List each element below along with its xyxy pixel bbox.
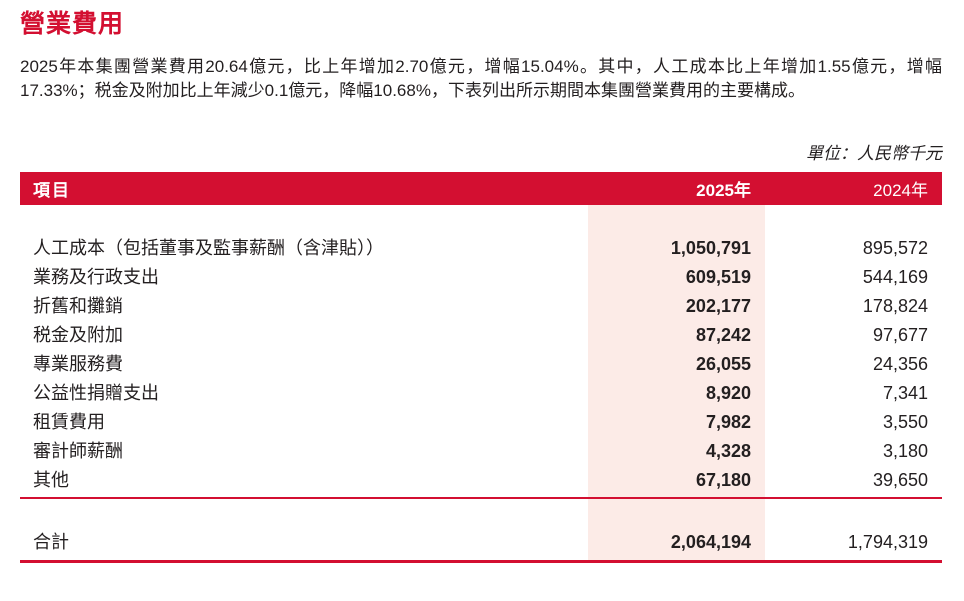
row-value-2025: 1,050,791 [670, 238, 751, 258]
row-value-2024: 97,677 [872, 325, 928, 345]
row-value-2024: 7,341 [882, 383, 928, 403]
row-value-2024: 895,572 [862, 238, 928, 258]
table-header-row: 項目 2025年 2024年 [20, 172, 942, 205]
row-item-label: 業務及行政支出 [33, 267, 159, 287]
row-item-label: 其他 [33, 470, 69, 490]
row-value-2024: 3,550 [882, 412, 928, 432]
highlight-band-2025 [588, 205, 765, 563]
row-item-label: 專業服務費 [33, 354, 123, 374]
row-value-2024: 3,180 [882, 441, 928, 461]
table-row: 審計師薪酬 4,328 3,180 [20, 437, 942, 466]
row-value-2025: 8,920 [705, 383, 751, 403]
row-value-2024: 39,650 [872, 470, 928, 490]
row-value-2025: 609,519 [685, 267, 751, 287]
row-value-2024: 24,356 [872, 354, 928, 374]
table-bottom-line [20, 560, 942, 563]
expense-table: 項目 2025年 2024年 人工成本（包括董事及監事薪酬（含津貼）） 1,05… [20, 172, 942, 563]
table-row: 折舊和攤銷 202,177 178,824 [20, 292, 942, 321]
total-label: 合計 [33, 532, 69, 552]
intro-paragraph: 2025年本集團營業費用20.64億元，比上年增加2.70億元，增幅15.04%… [20, 57, 942, 100]
column-header-2024: 2024年 [873, 181, 928, 200]
row-value-2025: 202,177 [685, 296, 751, 316]
table-row: 租賃費用 7,982 3,550 [20, 408, 942, 437]
row-item-label: 公益性捐贈支出 [33, 383, 159, 403]
table-body: 人工成本（包括董事及監事薪酬（含津貼）） 1,050,791 895,572 業… [20, 205, 942, 495]
row-value-2025: 7,982 [705, 412, 751, 432]
table-row: 公益性捐贈支出 8,920 7,341 [20, 379, 942, 408]
unit-note: 單位：人民幣千元 [806, 144, 942, 163]
page-title: 營業費用 [20, 10, 125, 38]
row-value-2025: 4,328 [705, 441, 751, 461]
column-header-2025: 2025年 [696, 181, 751, 200]
total-section: 合計 2,064,194 1,794,319 [20, 499, 942, 560]
total-value-2024: 1,794,319 [847, 532, 928, 552]
row-value-2025: 26,055 [695, 354, 751, 374]
table-row: 其他 67,180 39,650 [20, 466, 942, 495]
row-value-2024: 544,169 [862, 267, 928, 287]
row-item-label: 折舊和攤銷 [33, 296, 123, 316]
table-row: 人工成本（包括董事及監事薪酬（含津貼）） 1,050,791 895,572 [20, 234, 942, 263]
row-item-label: 税金及附加 [33, 325, 123, 345]
table-row: 税金及附加 87,242 97,677 [20, 321, 942, 350]
table-divider-line [20, 497, 942, 499]
row-item-label: 審計師薪酬 [33, 441, 123, 461]
total-value-2025: 2,064,194 [670, 532, 751, 552]
row-value-2025: 67,180 [695, 470, 751, 490]
column-header-item: 項目 [33, 181, 71, 200]
total-row: 合計 2,064,194 1,794,319 [20, 528, 942, 557]
row-item-label: 人工成本（包括董事及監事薪酬（含津貼）） [33, 238, 384, 258]
row-item-label: 租賃費用 [33, 412, 105, 432]
table-row: 業務及行政支出 609,519 544,169 [20, 263, 942, 292]
row-value-2025: 87,242 [695, 325, 751, 345]
row-value-2024: 178,824 [862, 296, 928, 316]
page-content: 營業費用 2025年本集團營業費用20.64億元，比上年增加2.70億元，增幅1… [20, 10, 942, 563]
table-row: 專業服務費 26,055 24,356 [20, 350, 942, 379]
